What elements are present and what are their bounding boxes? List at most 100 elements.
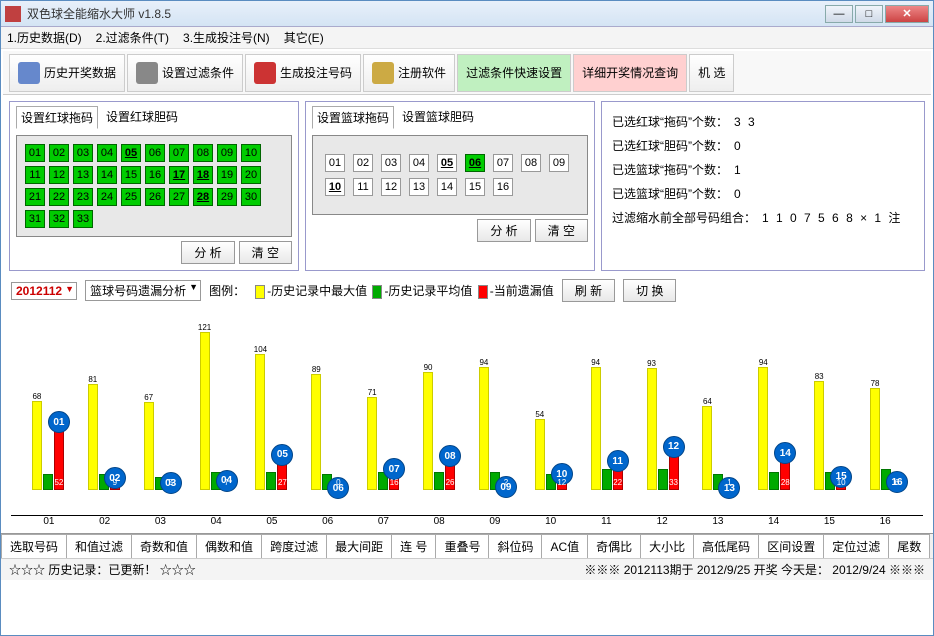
filter-tab[interactable]: 最大间距 — [326, 534, 392, 558]
bar-group: 831510 — [803, 310, 857, 515]
analysis-select[interactable]: 篮球号码遗漏分析 — [85, 280, 201, 301]
blue-ball[interactable]: 02 — [353, 154, 373, 172]
filter-tabs: 选取号码和值过滤奇数和值偶数和值跨度过滤最大间距连 号重叠号斜位码AC值奇偶比大… — [1, 533, 933, 558]
switch-button[interactable]: 切 换 — [623, 279, 676, 302]
blue-ball[interactable]: 09 — [549, 154, 569, 172]
blue-ball[interactable]: 08 — [521, 154, 541, 172]
red-ball[interactable]: 08 — [193, 144, 213, 162]
red-ball[interactable]: 17 — [169, 166, 189, 184]
red-ball[interactable]: 09 — [217, 144, 237, 162]
blue-ball[interactable]: 10 — [325, 178, 345, 196]
blue-ball[interactable]: 15 — [465, 178, 485, 196]
minimize-button[interactable]: — — [825, 5, 853, 23]
selection-info: 已选红球“拖码”个数：3 3已选红球“胆码”个数：0已选篮球“拖码”个数：1已选… — [601, 101, 925, 271]
red-ball[interactable]: 32 — [49, 210, 69, 228]
filter-tab[interactable]: 偶数和值 — [196, 534, 262, 558]
red-ball[interactable]: 29 — [217, 188, 237, 206]
blue-ball[interactable]: 14 — [437, 178, 457, 196]
statusbar: ☆☆☆ 历史记录：已更新！ ☆☆☆ ※※※ 2012113期于 2012/9/2… — [1, 558, 933, 580]
red-ball[interactable]: 22 — [49, 188, 69, 206]
red-ball[interactable]: 01 — [25, 144, 45, 162]
blue-clear-button[interactable]: 清 空 — [535, 219, 588, 242]
filter-tab[interactable]: 定位过滤 — [823, 534, 889, 558]
red-ball[interactable]: 02 — [49, 144, 69, 162]
red-ball[interactable]: 28 — [193, 188, 213, 206]
blue-ball[interactable]: 01 — [325, 154, 345, 172]
red-ball[interactable]: 33 — [73, 210, 93, 228]
toolbar-button[interactable]: 详细开奖情况查询 — [573, 54, 687, 92]
red-ball[interactable]: 16 — [145, 166, 165, 184]
red-ball[interactable]: 24 — [97, 188, 117, 206]
filter-tab[interactable]: 连 号 — [391, 534, 436, 558]
menu-item[interactable]: 其它(E) — [284, 29, 324, 46]
toolbar-button[interactable]: 机 选 — [689, 54, 734, 92]
red-ball[interactable]: 07 — [169, 144, 189, 162]
red-ball[interactable]: 21 — [25, 188, 45, 206]
blue-ball[interactable]: 06 — [465, 154, 485, 172]
red-ball[interactable]: 15 — [121, 166, 141, 184]
info-row: 已选红球“拖码”个数：3 3 — [612, 110, 914, 134]
filter-tab[interactable]: 奇偶比 — [587, 534, 641, 558]
blue-analyze-button[interactable]: 分 析 — [477, 219, 530, 242]
menu-item[interactable]: 2.过滤条件(T) — [96, 29, 169, 46]
toolbar-button[interactable]: 过滤条件快速设置 — [457, 54, 571, 92]
blue-ball[interactable]: 12 — [381, 178, 401, 196]
red-tab[interactable]: 设置红球拖码 — [16, 106, 98, 129]
red-ball[interactable]: 12 — [49, 166, 69, 184]
red-ball[interactable]: 11 — [25, 166, 45, 184]
filter-tab[interactable]: 区间设置 — [758, 534, 824, 558]
filter-tab[interactable]: 斜位码 — [488, 534, 542, 558]
maximize-button[interactable]: □ — [855, 5, 883, 23]
red-ball[interactable]: 31 — [25, 210, 45, 228]
blue-ball[interactable]: 07 — [493, 154, 513, 172]
red-clear-button[interactable]: 清 空 — [239, 241, 292, 264]
red-ball[interactable]: 27 — [169, 188, 189, 206]
filter-tab[interactable]: 奇数和值 — [131, 534, 197, 558]
red-ball[interactable]: 06 — [145, 144, 165, 162]
red-ball[interactable]: 05 — [121, 144, 141, 162]
filter-tab[interactable]: 大小比 — [640, 534, 694, 558]
red-ball[interactable]: 10 — [241, 144, 261, 162]
blue-ball[interactable]: 11 — [353, 178, 373, 196]
ball-label: 12 — [663, 436, 685, 458]
filter-tab[interactable]: 和值过滤 — [66, 534, 132, 558]
red-ball[interactable]: 26 — [145, 188, 165, 206]
titlebar: 双色球全能缩水大师 v1.8.5 — □ ✕ — [1, 1, 933, 27]
toolbar-button[interactable]: 生成投注号码 — [245, 54, 361, 92]
period-select[interactable]: 2012112 — [11, 282, 77, 300]
bar-group: 941122 — [580, 310, 634, 515]
filter-tab[interactable]: 尾数 — [888, 534, 930, 558]
bar-group: 64131 — [692, 310, 746, 515]
red-ball[interactable]: 14 — [97, 166, 117, 184]
red-ball[interactable]: 13 — [73, 166, 93, 184]
blue-ball[interactable]: 13 — [409, 178, 429, 196]
filter-tab[interactable]: AC值 — [541, 534, 588, 558]
menu-item[interactable]: 1.历史数据(D) — [7, 29, 82, 46]
filter-tab[interactable]: 重叠号 — [435, 534, 489, 558]
refresh-button[interactable]: 刷 新 — [562, 279, 615, 302]
red-ball[interactable]: 25 — [121, 188, 141, 206]
blue-ball[interactable]: 03 — [381, 154, 401, 172]
red-ball[interactable]: 30 — [241, 188, 261, 206]
blue-ball[interactable]: 05 — [437, 154, 457, 172]
blue-ball[interactable]: 04 — [409, 154, 429, 172]
blue-tab[interactable]: 设置篮球拖码 — [312, 106, 394, 129]
filter-tab[interactable]: 高低尾码 — [693, 534, 759, 558]
close-button[interactable]: ✕ — [885, 5, 929, 23]
filter-tab[interactable]: 跨度过滤 — [261, 534, 327, 558]
red-ball[interactable]: 20 — [241, 166, 261, 184]
red-analyze-button[interactable]: 分 析 — [181, 241, 234, 264]
red-ball[interactable]: 03 — [73, 144, 93, 162]
toolbar-button[interactable]: 历史开奖数据 — [9, 54, 125, 92]
toolbar-button[interactable]: 注册软件 — [363, 54, 455, 92]
red-ball[interactable]: 19 — [217, 166, 237, 184]
menu-item[interactable]: 3.生成投注号(N) — [183, 29, 270, 46]
blue-ball[interactable]: 16 — [493, 178, 513, 196]
red-tab[interactable]: 设置红球胆码 — [102, 106, 182, 129]
toolbar-button[interactable]: 设置过滤条件 — [127, 54, 243, 92]
red-ball[interactable]: 18 — [193, 166, 213, 184]
red-ball[interactable]: 04 — [97, 144, 117, 162]
blue-tab[interactable]: 设置篮球胆码 — [398, 106, 478, 129]
filter-tab[interactable]: 选取号码 — [1, 534, 67, 558]
red-ball[interactable]: 23 — [73, 188, 93, 206]
